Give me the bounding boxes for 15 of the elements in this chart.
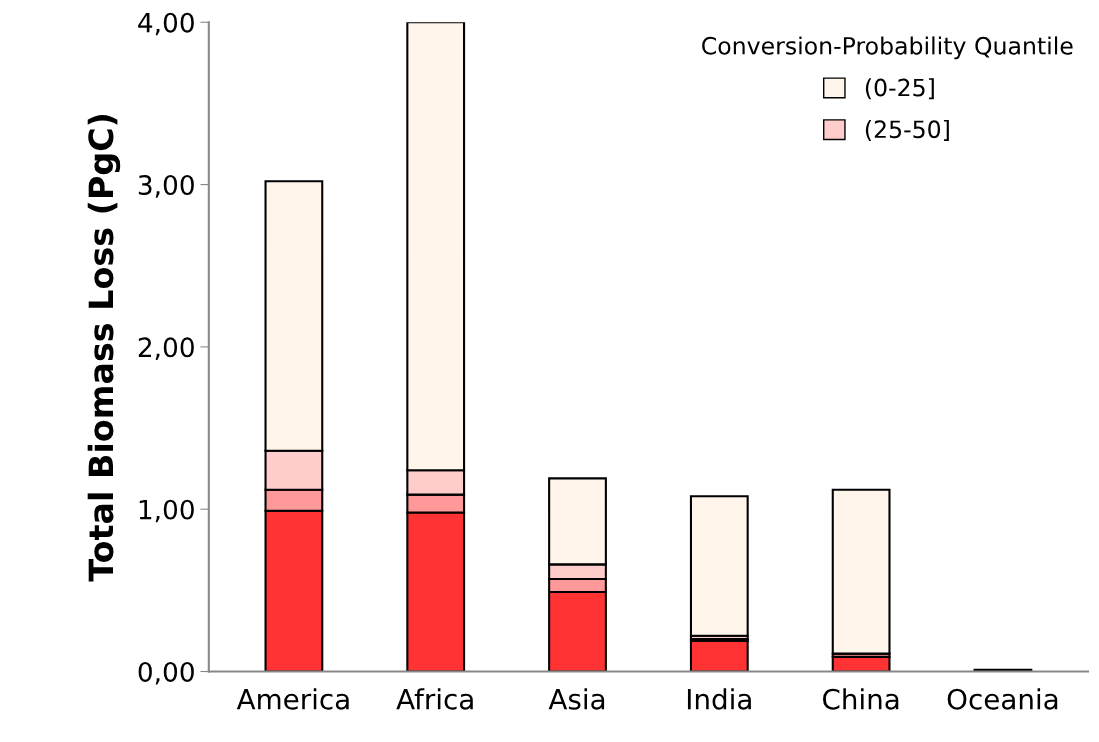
x-tick-label: Africa [396, 688, 473, 710]
y-tick-label: 0,00 [138, 661, 194, 685]
legend-label: (25-50] [865, 119, 949, 141]
x-tick-label: Asia [548, 688, 605, 710]
y-tick-label: 4,00 [138, 12, 194, 36]
y-tick-label: 3,00 [138, 175, 194, 198]
x-tick-label: America [236, 688, 349, 710]
y-axis-title: Total Biomass Loss (PgC) [87, 114, 121, 582]
legend-label: (0-25] [865, 78, 934, 100]
legend-title: Conversion-Probability Quantile [702, 36, 1073, 60]
x-tick-label: Oceania [947, 688, 1058, 710]
y-tick-label: 1,00 [139, 499, 194, 523]
x-tick-label: India [687, 688, 751, 710]
x-tick-label: China [823, 688, 899, 710]
y-tick-label: 2,00 [138, 337, 194, 360]
